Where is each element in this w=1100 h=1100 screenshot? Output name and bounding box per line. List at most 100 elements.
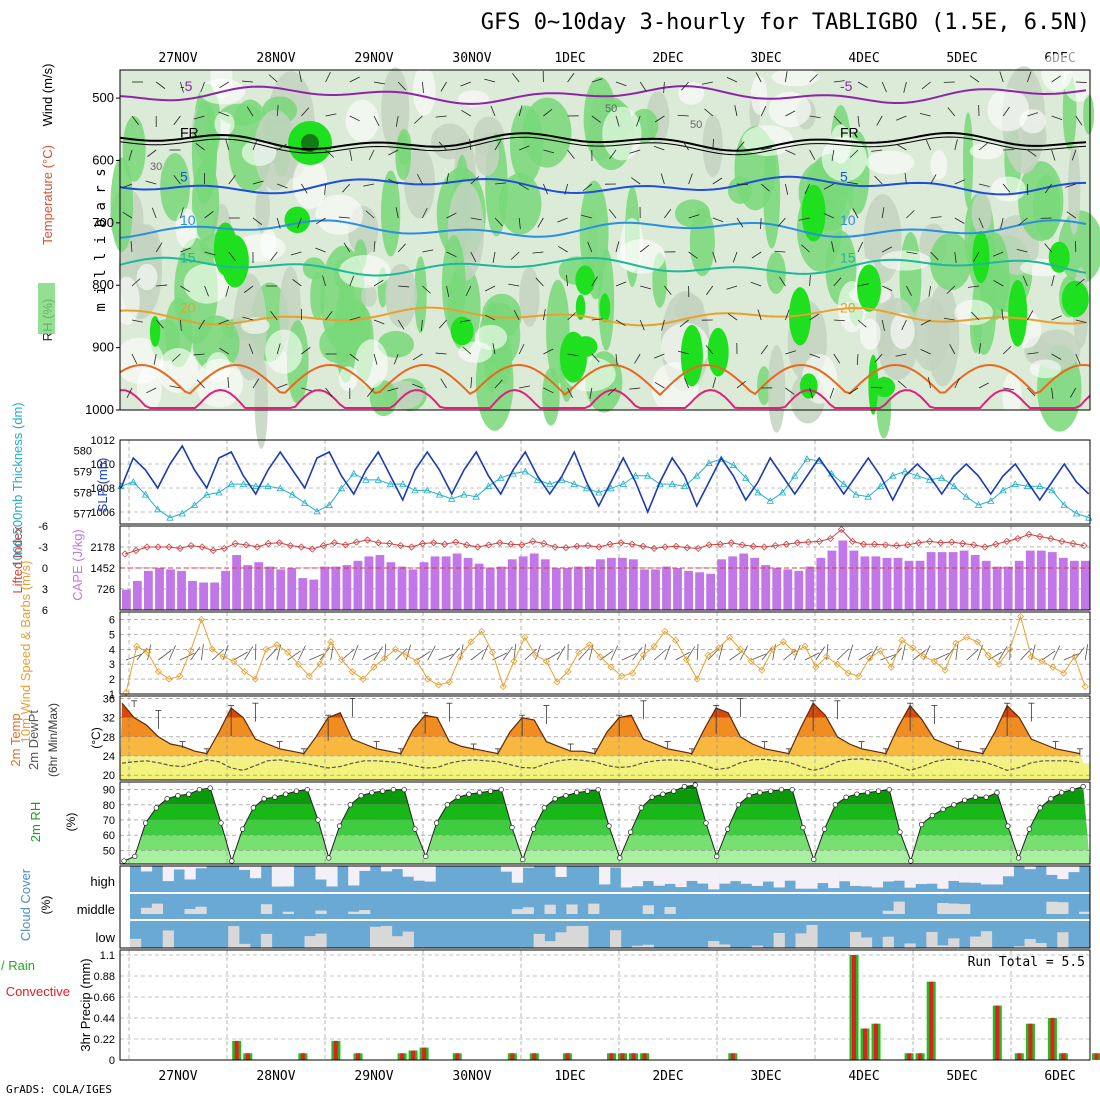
wind-barb — [367, 387, 375, 398]
li-point — [771, 542, 779, 550]
wind-barb — [774, 250, 786, 253]
cloud-low-cell — [642, 944, 654, 948]
legend-convective: Convective — [6, 984, 70, 999]
cloud-high-cell — [326, 866, 338, 887]
rh-dry-shade — [136, 263, 158, 291]
wind-tick: 5 — [109, 629, 115, 641]
wind-barb — [1027, 352, 1039, 355]
wind-barb — [494, 217, 503, 227]
thickness-point — [399, 480, 407, 487]
thickness-point — [301, 499, 309, 506]
thickness-point — [497, 473, 505, 481]
cape-bar — [364, 556, 374, 610]
cloud-low-cell — [260, 933, 273, 948]
wind-barb — [1051, 353, 1062, 360]
cloud-low-cell — [555, 932, 567, 948]
wind-barb — [243, 285, 254, 293]
cloud-middle-cell — [359, 910, 371, 914]
cloud-high-cell — [359, 866, 371, 871]
rh-point — [983, 794, 989, 800]
wind-barb — [130, 241, 133, 253]
rh-dry-shade — [602, 106, 642, 161]
wind-barb — [640, 285, 651, 290]
li-point — [738, 541, 746, 549]
contour-label: 10 — [840, 212, 856, 228]
wind-barb — [193, 353, 205, 356]
wind-barb — [971, 311, 980, 321]
wind-barb — [969, 75, 980, 83]
thickness-point — [423, 486, 431, 494]
li-point — [385, 539, 394, 548]
wind-barb — [287, 650, 302, 661]
wind-barb — [470, 251, 477, 262]
wind-barb — [930, 251, 939, 261]
rh-point — [207, 785, 213, 791]
wind-barb — [122, 211, 133, 219]
cloud-high-cell — [184, 866, 196, 880]
precip-convective-bar — [620, 1053, 625, 1060]
wind-barb — [325, 71, 331, 83]
cape-bar — [717, 559, 726, 610]
wind-barb — [535, 277, 544, 287]
cape-bar — [596, 559, 605, 610]
wind-barb — [395, 648, 408, 661]
precip-convective-bar — [422, 1047, 427, 1060]
pressure-tick: 1000 — [85, 402, 114, 417]
wind-barb — [858, 651, 873, 661]
rh-point — [153, 805, 159, 811]
wind-barb — [777, 217, 786, 227]
wind-point — [919, 653, 928, 661]
wind-barb — [1051, 315, 1062, 321]
wind-barb — [242, 316, 254, 321]
rh-point — [455, 794, 461, 800]
precip-convective-bar — [356, 1053, 360, 1060]
rh-point — [1059, 789, 1065, 796]
top-date-label: 2DEC — [652, 51, 683, 66]
cloud-high-cell — [926, 866, 938, 884]
wind-panel: 1 2 3 4 5 6 — [109, 612, 1090, 701]
bottom-date-label: 27NOV — [158, 1069, 197, 1084]
rh-point — [121, 858, 127, 864]
wind-barb — [706, 285, 714, 296]
wind-barb — [726, 76, 738, 83]
rh-shade — [767, 344, 786, 433]
wind-frame — [119, 611, 1091, 695]
li-point — [584, 542, 592, 550]
cloud-high-cell — [664, 866, 676, 884]
cloud-high-cell — [937, 866, 949, 889]
rh-point — [854, 791, 860, 797]
cape-bar — [684, 570, 693, 610]
precip-convective-bar — [1094, 1053, 1099, 1060]
rh-moist-shade — [450, 316, 474, 346]
wind-point — [628, 669, 637, 677]
li-point — [815, 537, 823, 545]
wind-point — [154, 668, 162, 676]
li-point — [617, 539, 625, 547]
wind-barb — [204, 251, 216, 256]
li-point — [551, 543, 559, 551]
wind-barb — [906, 285, 912, 296]
wind-barb — [833, 115, 842, 125]
rh-point — [196, 786, 203, 793]
wind-barb — [755, 72, 762, 83]
wind-barb — [270, 251, 278, 262]
wind-barb — [198, 319, 205, 330]
cloud-high-cell — [1068, 866, 1080, 873]
bottom-date-label: 6DEC — [1044, 1069, 1075, 1084]
cape-bar — [805, 566, 815, 610]
cloud-middle-cell — [893, 901, 905, 914]
wind-barb — [920, 348, 931, 355]
wind-barb — [153, 353, 157, 365]
cape-bar — [166, 569, 175, 610]
wind-point — [273, 641, 281, 649]
wind-barb — [978, 142, 988, 151]
credit-text: GrADS: COLA/IGES — [6, 1083, 112, 1096]
li-point — [474, 543, 482, 551]
rh-dry-shade — [265, 329, 303, 374]
rh-point — [412, 826, 418, 832]
rh-shade — [929, 232, 972, 291]
wind-barb — [707, 648, 720, 661]
li-point — [716, 540, 724, 548]
wind-barb — [1002, 106, 1010, 117]
wind-barb — [461, 109, 472, 117]
